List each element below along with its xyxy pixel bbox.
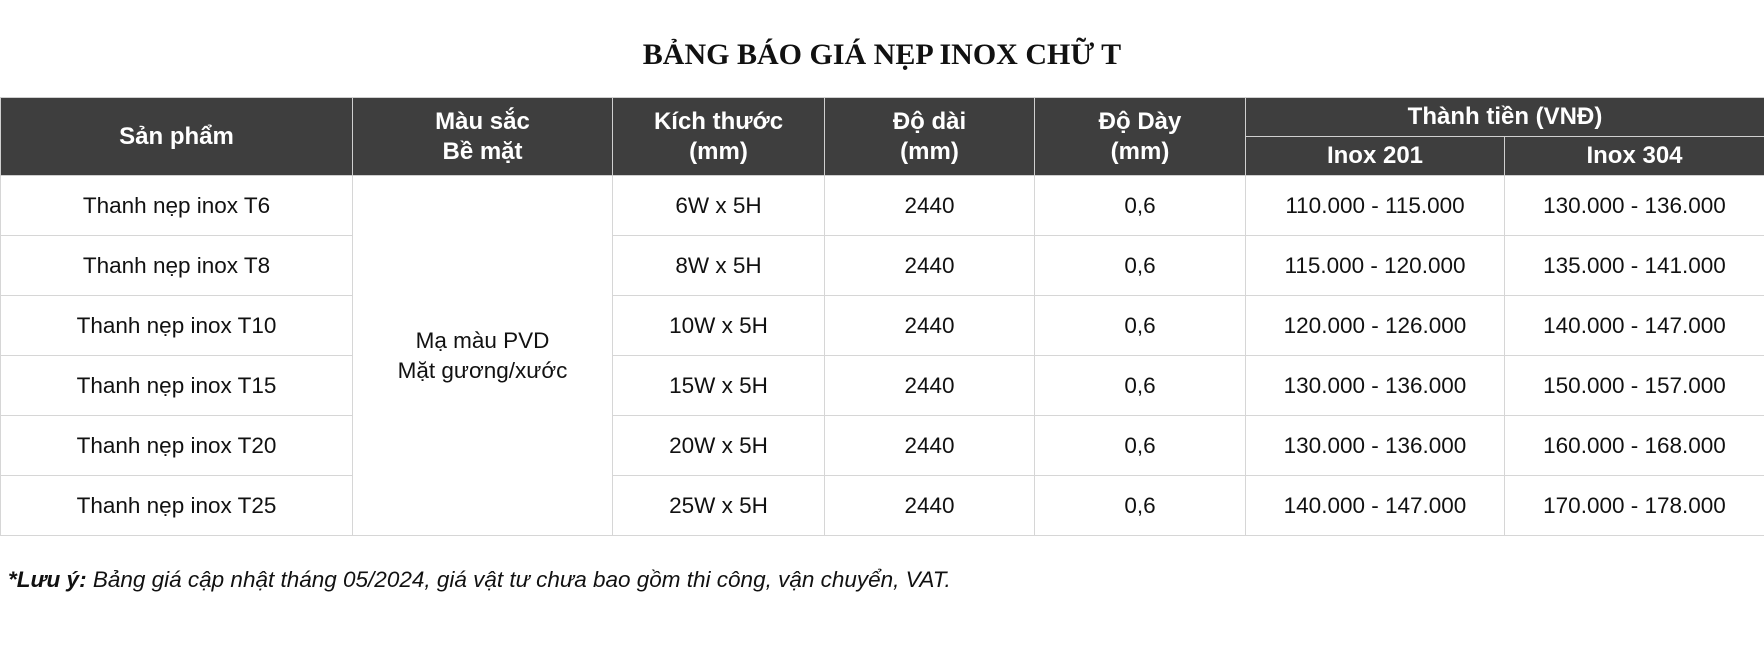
header-length-line2: (mm)	[900, 137, 959, 165]
cell-thickness: 0,6	[1034, 475, 1246, 536]
cell-size: 10W x 5H	[612, 295, 825, 356]
cell-product: Thanh nẹp inox T25	[0, 475, 353, 536]
table-row: Thanh nẹp inox T10 10W x 5H 2440 0,6 120.000…	[0, 295, 1764, 356]
cell-product: Thanh nẹp inox T6	[0, 175, 353, 236]
header-subrow: Inox 201 Inox 304	[1, 136, 1764, 176]
cell-size: 15W x 5H	[612, 355, 825, 416]
footnote-text: Bảng giá cập nhật tháng 05/2024, giá vật…	[86, 567, 951, 592]
cell-price-inox304: 150.000 - 157.000	[1504, 355, 1764, 416]
table-row: Thanh nẹp inox T15 15W x 5H 2440 0,6 130.000…	[0, 355, 1764, 416]
header-color-line2: Bề mặt	[442, 137, 523, 165]
header-inox201: Inox 201	[1245, 136, 1505, 176]
header-size-line1: Kích thước	[653, 107, 784, 135]
header-color: Màu sắc Bề mặt	[352, 97, 613, 176]
cell-length: 2440	[824, 355, 1035, 416]
header-thickness-line1: Độ Dày	[1098, 107, 1182, 135]
cell-price-inox304: 160.000 - 168.000	[1504, 415, 1764, 476]
header-product: Sản phẩm	[0, 97, 353, 176]
cell-length: 2440	[824, 415, 1035, 476]
cell-thickness: 0,6	[1034, 415, 1246, 476]
price-table: Sản phẩm Màu sắc Bề mặt Kích thước (mm) Độ…	[0, 97, 1764, 536]
table-row: Thanh nẹp inox T8 8W x 5H 2440 0,6 115.000 -…	[0, 235, 1764, 296]
header-price-group: Thành tiền (VNĐ)	[1245, 97, 1764, 137]
cell-color-finish: Mạ màu PVD Mặt gương/xước	[352, 175, 613, 536]
header-color-line1: Màu sắc	[435, 107, 530, 135]
cell-thickness: 0,6	[1034, 175, 1246, 236]
table-row: Thanh nẹp inox T6 Mạ màu PVD Mặt gương/xướ…	[0, 175, 1764, 536]
header-thickness-line2: (mm)	[1110, 137, 1170, 165]
cell-length: 2440	[824, 175, 1035, 236]
cell-product: Thanh nẹp inox T10	[0, 295, 353, 356]
footnote-label: *Lưu ý:	[8, 567, 87, 592]
cell-price-inox304: 130.000 - 136.000	[1504, 175, 1764, 236]
header-thickness: Độ Dày (mm)	[1034, 97, 1246, 176]
cell-price-inox304: 140.000 - 147.000	[1504, 295, 1764, 356]
header-size-line2: (mm)	[689, 137, 748, 165]
cell-size: 20W x 5H	[612, 415, 825, 476]
cell-size: 8W x 5H	[612, 235, 825, 296]
cell-thickness: 0,6	[1034, 355, 1246, 416]
cell-price-inox201: 110.000 - 115.000	[1245, 175, 1505, 236]
cell-price-inox304: 135.000 - 141.000	[1504, 235, 1764, 296]
cell-product: Thanh nẹp inox T20	[0, 415, 353, 476]
cell-price-inox304: 170.000 - 178.000	[1504, 475, 1764, 536]
cell-length: 2440	[824, 295, 1035, 356]
footnote: *Lưu ý: Bảng giá cập nhật tháng 05/2024,…	[8, 567, 951, 593]
color-finish-line2: Mặt gương/xước	[397, 357, 568, 383]
cell-price-inox201: 115.000 - 120.000	[1245, 235, 1505, 296]
header-size: Kích thước (mm)	[612, 97, 825, 176]
cell-price-inox201: 140.000 - 147.000	[1245, 475, 1505, 536]
header-inox304: Inox 304	[1504, 136, 1764, 176]
cell-product: Thanh nẹp inox T15	[0, 355, 353, 416]
cell-thickness: 0,6	[1034, 235, 1246, 296]
cell-price-inox201: 120.000 - 126.000	[1245, 295, 1505, 356]
header-length: Độ dài (mm)	[824, 97, 1035, 176]
cell-length: 2440	[824, 475, 1035, 536]
cell-price-inox201: 130.000 - 136.000	[1245, 355, 1505, 416]
cell-product: Thanh nẹp inox T8	[0, 235, 353, 296]
cell-size: 25W x 5H	[612, 475, 825, 536]
table-row: Thanh nẹp inox T20 20W x 5H 2440 0,6 130.000…	[0, 415, 1764, 476]
cell-thickness: 0,6	[1034, 295, 1246, 356]
table-row: Thanh nẹp inox T25 25W x 5H 2440 0,6 140.000…	[0, 475, 1764, 536]
header-row: Sản phẩm Màu sắc Bề mặt Kích thước (mm) Độ…	[0, 97, 1764, 176]
header-length-line1: Độ dài	[892, 107, 967, 135]
cell-length: 2440	[824, 235, 1035, 296]
cell-price-inox201: 130.000 - 136.000	[1245, 415, 1505, 476]
color-finish-line1: Mạ màu PVD	[415, 327, 550, 353]
page-title: BẢNG BÁO GIÁ NẸP INOX CHỮ T	[642, 38, 1122, 71]
cell-size: 6W x 5H	[612, 175, 825, 236]
